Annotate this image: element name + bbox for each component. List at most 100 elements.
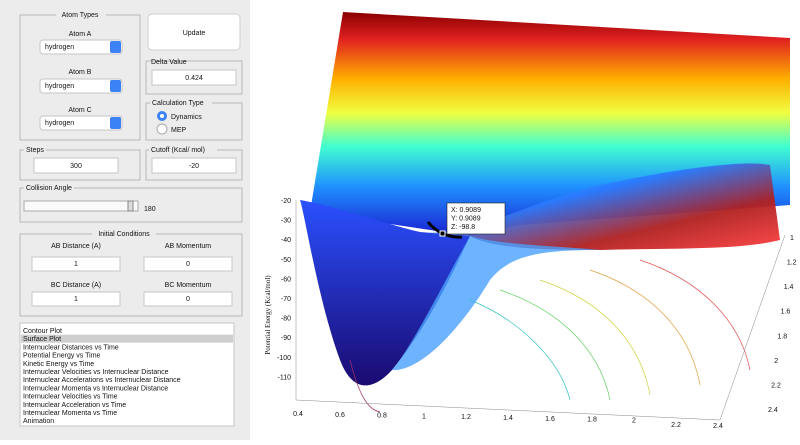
radio-label: MEP bbox=[171, 127, 187, 134]
list-item: Internuclear Velocities vs Internuclear … bbox=[23, 369, 169, 376]
update-button[interactable] bbox=[147, 13, 241, 51]
list-item: Internuclear Distances vs Time bbox=[23, 344, 119, 351]
x-tick-label: 0.8 bbox=[377, 413, 387, 420]
z-axis-label: Potential Energy (Kcal/mol) bbox=[264, 275, 272, 355]
group-box bbox=[19, 187, 243, 223]
text-field[interactable] bbox=[143, 256, 233, 272]
list-item: Internuclear Acceleration vs Time bbox=[23, 402, 126, 409]
y-tick-label: 1 bbox=[790, 235, 794, 242]
group-title-bg bbox=[150, 98, 212, 107]
surface-face bbox=[392, 236, 600, 371]
x-tick-label: 0.4 bbox=[293, 411, 303, 418]
group-title: Collision Angle bbox=[26, 185, 72, 192]
popup-menu[interactable] bbox=[39, 115, 123, 131]
popup-menu[interactable] bbox=[39, 78, 123, 94]
list-item: Potential Energy vs Time bbox=[23, 353, 101, 360]
group-title: Atom Types bbox=[62, 12, 99, 19]
z-tick-label: -70 bbox=[281, 296, 291, 303]
button-label: Update bbox=[183, 30, 206, 37]
field-value: 300 bbox=[70, 163, 82, 170]
popup-menu[interactable] bbox=[39, 39, 123, 55]
list-item: Internuclear Accelerations vs Internucle… bbox=[23, 377, 181, 384]
group-title-bg bbox=[92, 229, 156, 238]
field-value: 180 bbox=[144, 206, 156, 213]
x-tick-label: 2.2 bbox=[671, 422, 681, 429]
y-tick-label: 1.8 bbox=[777, 333, 787, 340]
list-item: Internuclear Momenta vs Internuclear Dis… bbox=[23, 385, 168, 392]
x-tick-label: 2 bbox=[632, 417, 636, 424]
group-title-bg bbox=[56, 10, 106, 19]
datatip-marker[interactable] bbox=[439, 230, 446, 237]
label: Atom A bbox=[69, 31, 92, 38]
selected-item bbox=[21, 334, 233, 343]
group-title-bg bbox=[24, 145, 46, 154]
slider[interactable] bbox=[23, 200, 139, 212]
group-box bbox=[19, 149, 141, 181]
x-axis bbox=[295, 399, 721, 421]
datatip-line: X: 0.9089 bbox=[451, 207, 481, 214]
slider-thumb[interactable] bbox=[127, 200, 134, 212]
x-tick-label: 2.4 bbox=[713, 423, 723, 430]
z-tick-label: -80 bbox=[281, 316, 291, 323]
y-tick-label: 2.2 bbox=[771, 382, 781, 389]
z-tick-label: -110 bbox=[278, 374, 292, 381]
popup-arrow[interactable] bbox=[110, 80, 121, 92]
text-field[interactable] bbox=[33, 157, 119, 174]
popup-value: hydrogen bbox=[45, 83, 74, 90]
label: Atom C bbox=[68, 107, 91, 114]
y-tick-label: 1.4 bbox=[784, 284, 794, 291]
z-tick-label: -100 bbox=[277, 355, 291, 362]
label: Atom B bbox=[69, 69, 92, 76]
text-field[interactable] bbox=[31, 256, 121, 272]
contour-lines bbox=[349, 259, 751, 413]
surface-ridge bbox=[420, 163, 780, 250]
group-title-bg bbox=[24, 183, 74, 192]
field-value: 0.424 bbox=[185, 75, 203, 82]
z-tick-label: -30 bbox=[281, 218, 291, 225]
z-tick-label: -90 bbox=[281, 335, 291, 342]
y-tick-label: 1.6 bbox=[781, 309, 791, 316]
list-item: Surface Plot bbox=[23, 336, 61, 343]
text-field[interactable] bbox=[151, 157, 237, 174]
group-title: Delta Value bbox=[151, 59, 187, 66]
x-tick-label: 1.4 bbox=[503, 415, 513, 422]
y-axis bbox=[719, 234, 786, 421]
popup-arrow[interactable] bbox=[110, 117, 121, 129]
x-tick-label: 1.8 bbox=[587, 417, 597, 424]
surface-well bbox=[300, 200, 470, 386]
label: BC Momentum bbox=[165, 282, 212, 289]
text-field[interactable] bbox=[151, 69, 237, 86]
label: AB Momentum bbox=[165, 243, 211, 250]
group-title: Initial Conditions bbox=[98, 231, 150, 238]
popup-value: hydrogen bbox=[45, 120, 74, 127]
radio-label: Dynamics bbox=[171, 114, 202, 121]
text-field[interactable] bbox=[143, 291, 233, 307]
label: BC Distance (A) bbox=[51, 282, 101, 289]
z-tick-label: -40 bbox=[281, 237, 291, 244]
field-value: 1 bbox=[74, 261, 78, 268]
y-tick-label: 2.4 bbox=[768, 407, 778, 414]
field-value: 0 bbox=[186, 261, 190, 268]
tick-labels: -20 -30 -40 -50 -60 -70 -80 -90 -100 -110 0.4 0.6 0.… bbox=[277, 198, 797, 430]
field-value: 1 bbox=[74, 296, 78, 303]
list-item: Internuclear Velocities vs Time bbox=[23, 394, 118, 401]
popup-arrow[interactable] bbox=[110, 41, 121, 53]
datatip bbox=[446, 202, 506, 235]
list-item: Animation bbox=[23, 418, 54, 425]
text-field[interactable] bbox=[31, 291, 121, 307]
datatip-line: Y: 0.9089 bbox=[451, 216, 481, 223]
label: AB Distance (A) bbox=[51, 243, 101, 250]
group-title: Calculation Type bbox=[152, 100, 204, 107]
radio-button[interactable] bbox=[156, 123, 168, 135]
field-value: 0 bbox=[186, 296, 190, 303]
field-value: -20 bbox=[189, 163, 199, 170]
group-title: Cutoff (Kcal/ mol) bbox=[151, 147, 205, 154]
y-tick-label: 1.2 bbox=[787, 260, 797, 267]
z-tick-label: -50 bbox=[281, 257, 291, 264]
group-title-bg bbox=[149, 145, 217, 154]
x-tick-label: 1 bbox=[422, 413, 426, 420]
y-tick-label: 2 bbox=[774, 358, 778, 365]
